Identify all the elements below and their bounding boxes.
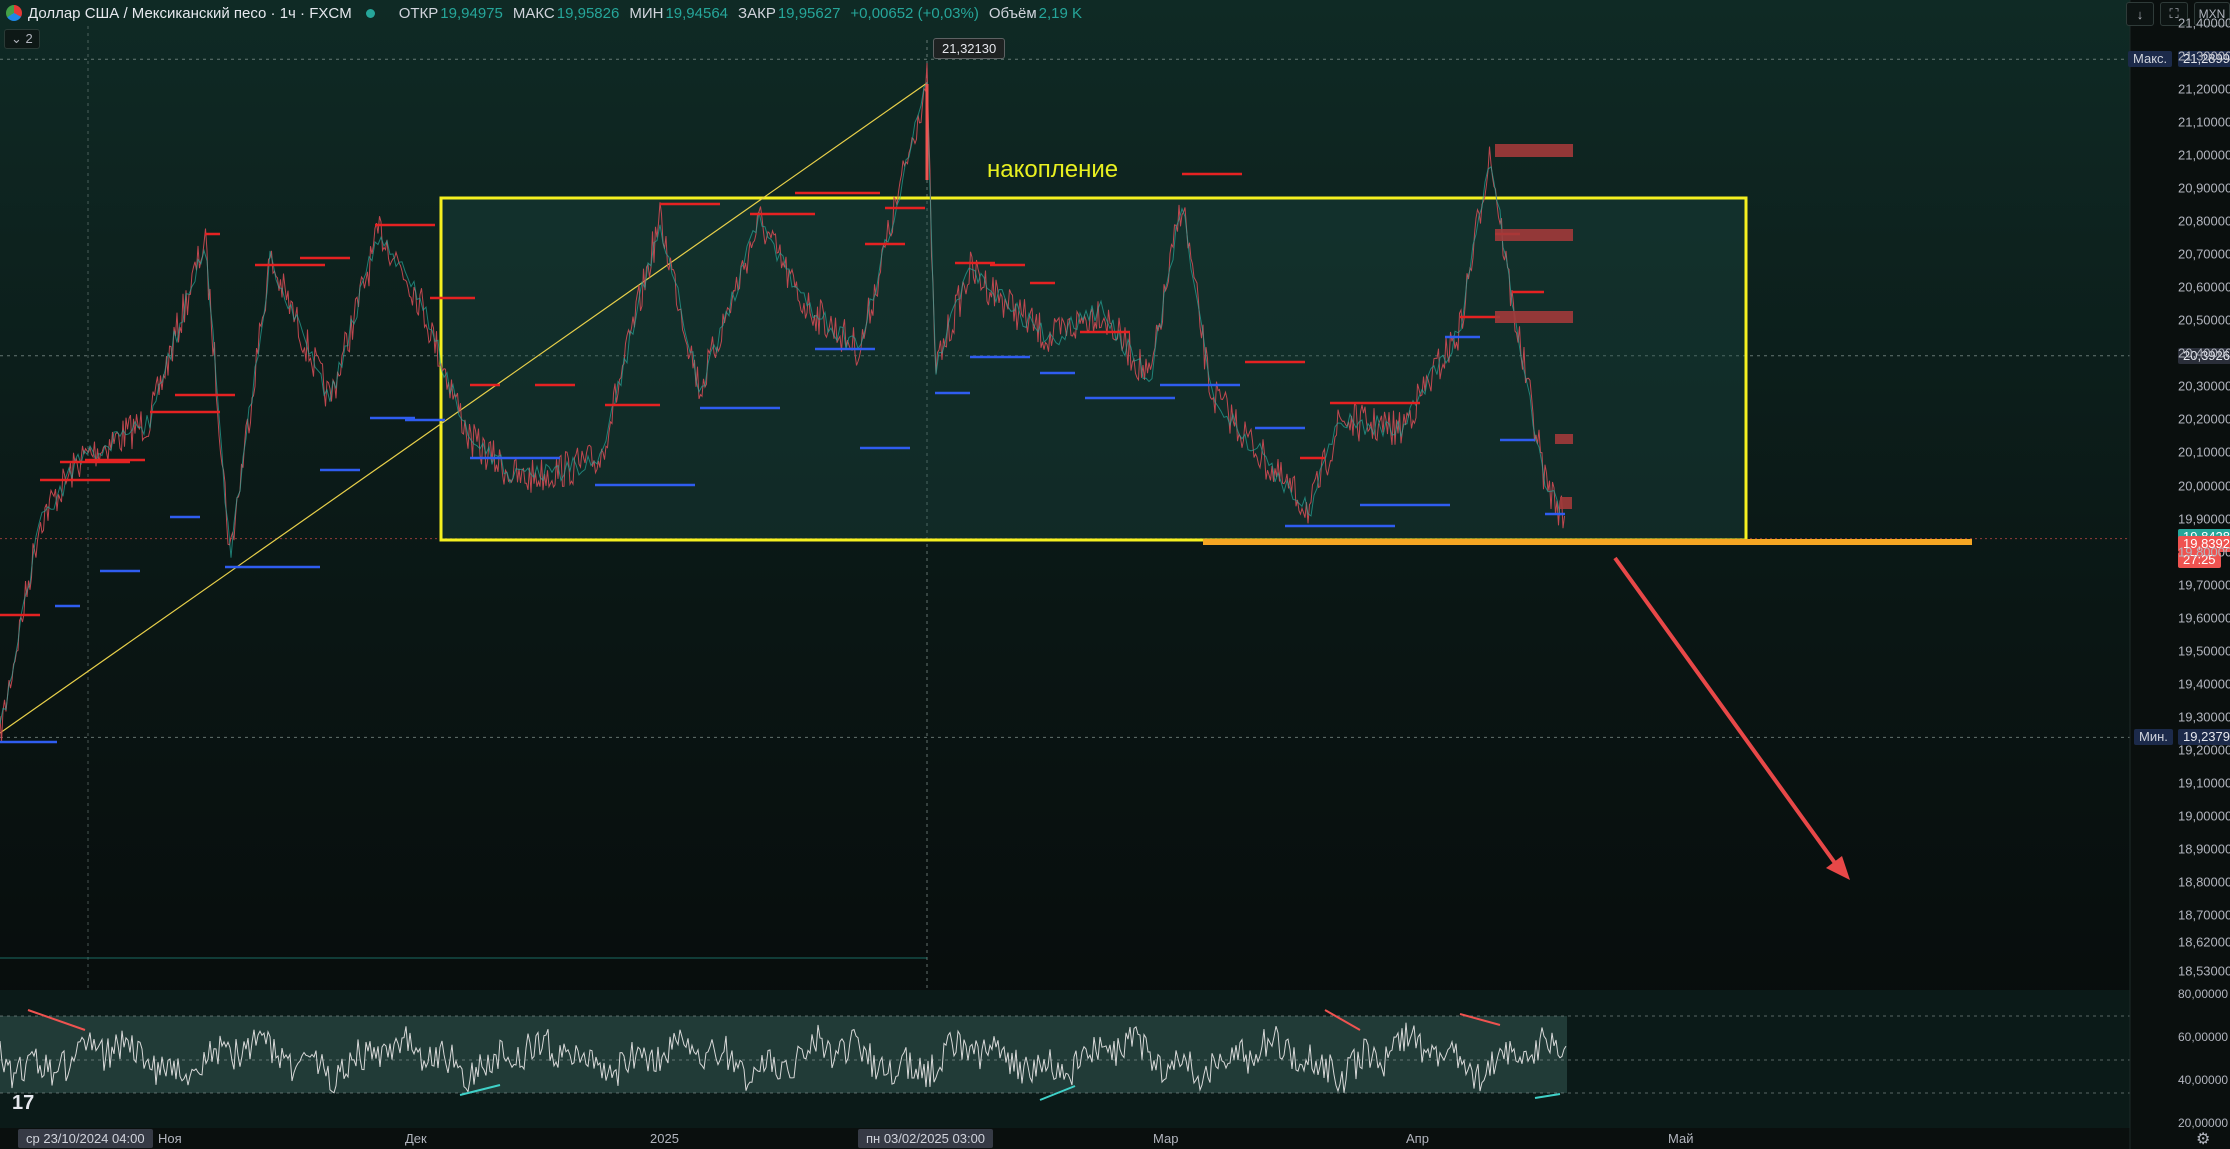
rsi-divergence-bullish [459,1084,501,1096]
time-label: 2025 [650,1131,679,1146]
price-tick: 19,50000 [2178,643,2230,659]
open-value: 19,94975 [440,4,503,22]
trend-line [0,82,928,734]
price-tick: 19,30000 [2178,709,2230,725]
order-block-zone [1560,497,1572,509]
change-value: +0,00652 (+0,03%) [850,4,979,22]
price-tick: 18,53000 [2178,963,2230,979]
top-right-controls: ↓ ⛶ MXN [2126,2,2230,26]
price-tick: 19,70000 [2178,577,2230,593]
price-tick: 21,20000 [2178,81,2230,97]
close-value: 19,95627 [777,4,841,22]
order-block-zone [1495,229,1573,241]
price-tick: 19,10000 [2178,775,2230,791]
high-label: МАКС [512,4,555,22]
price-tick: 21,40000 [2178,15,2230,31]
price-series [0,62,1565,743]
volume-label: Объём [988,4,1037,22]
price-tick: 20,70000 [2178,246,2230,262]
time-label: Апр [1406,1131,1429,1146]
rsi-tick: 40,00000 [2178,1073,2229,1087]
price-series-up [0,81,1564,725]
rsi-tick: 60,00000 [2178,1030,2229,1044]
rsi-divergence-bullish [1039,1085,1076,1101]
rsi-band [0,1016,1567,1093]
max-price-label: 21,28993 [2178,51,2230,68]
price-tick: 20,10000 [2178,444,2230,460]
price-tick: 21,10000 [2178,114,2230,130]
rsi-divergence-bearish [1459,1013,1501,1026]
fullscreen-icon[interactable]: ⛶ [2160,2,2188,26]
projection-arrow-head [1826,856,1850,880]
price-tick: 21,30000 [2178,48,2230,64]
price-tick: 19,00000 [2178,808,2230,824]
chart-background [0,0,2130,1128]
price-tick: 18,90000 [2178,841,2230,857]
open-label: ОТКР [398,4,439,22]
close-label: ЗАКР [738,4,776,22]
price-tick: 20,80000 [2178,213,2230,229]
price-tick: 19,60000 [2178,610,2230,626]
price-tick: 19,40000 [2178,676,2230,692]
high-value: 19,95826 [556,4,620,22]
time-label: Ноя [158,1131,182,1146]
time-label: Дек [405,1131,427,1146]
price-tick: 20,40000 [2178,345,2230,361]
price-tick: 20,90000 [2178,180,2230,196]
rsi-divergence-bearish [27,1009,86,1031]
symbol-title[interactable]: Доллар США / Мексиканский песо · 1ч · FX… [28,4,352,22]
min-price-label: 19,23795 [2178,729,2230,746]
price-tick: 18,80000 [2178,874,2230,890]
volume-value: 2,19 K [1038,4,1083,22]
accumulation-box [439,196,1748,542]
max-price-name: Макс. [2128,51,2173,68]
order-block-zone [1495,311,1573,323]
order-block-zone [1495,144,1573,157]
rsi-tick: 20,00000 [2178,1116,2229,1130]
price-tick: 20,20000 [2178,411,2230,427]
bar-countdown-label: 27:25 [2178,551,2221,568]
gear-icon[interactable]: ⚙ [2196,1131,2211,1148]
rsi-pane [0,990,2130,1128]
price-tick: 19,80000 [2178,544,2230,560]
symbol-logo-icon [6,5,22,21]
peak-price-tooltip: 21,32130 [933,38,1006,59]
crosshair-left-time: ср 23/10/2024 04:00 [18,1129,153,1148]
crosshair-time-label: пн 03/02/2025 03:00 [858,1129,994,1148]
rsi-line [0,1022,1567,1094]
time-label: Май [1668,1131,1694,1146]
low-value: 19,94564 [665,4,729,22]
time-label: Мар [1153,1131,1179,1146]
rsi-tick: 80,00000 [2178,987,2229,1001]
scroll-down-icon[interactable]: ↓ [2126,2,2154,26]
price-tick: 19,20000 [2178,742,2230,758]
currency-selector[interactable]: MXN [2194,2,2230,26]
price-scale[interactable]: Макс. 21,28993 Мин. 19,23795 20,39266 19… [2128,0,2230,1130]
min-price-name: Мин. [2134,729,2173,746]
price-tick: 21,00000 [2178,147,2230,163]
rsi-divergence-bullish [1534,1093,1561,1099]
tradingview-logo-icon[interactable]: 17 [12,1092,35,1114]
last-price-label: 19,83928 [2178,535,2230,552]
market-status-icon[interactable] [365,8,375,18]
price-tick: 20,30000 [2178,378,2230,394]
price-tick: 19,90000 [2178,511,2230,527]
rsi-divergence-bearish [1324,1009,1361,1031]
projection-arrow [1613,556,1842,872]
price-tick: 20,50000 [2178,312,2230,328]
order-block-zone [1555,434,1573,444]
symbol-header: Доллар США / Мексиканский песо · 1ч · FX… [0,0,2230,26]
price-tick: 20,60000 [2178,279,2230,295]
low-label: МИН [629,4,664,22]
price-tick: 18,62000 [2178,934,2230,950]
crosshair-price-label: 20,39266 [2178,347,2230,364]
indicators-toggle[interactable]: ⌄ 2 [4,29,40,49]
time-axis[interactable]: ср 23/10/2024 04:00 Ноя Дек 2025 Мар Апр… [0,1128,2130,1149]
price-tick: 18,70000 [2178,907,2230,923]
accumulation-label[interactable]: накопление [987,156,1119,183]
price-tick: 20,00000 [2178,478,2230,494]
